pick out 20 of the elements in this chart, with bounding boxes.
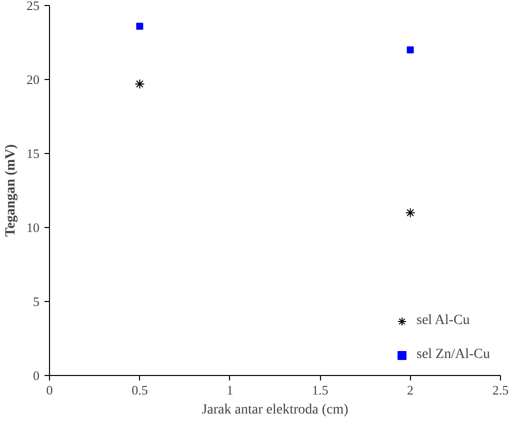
y-tick-label: 15 (26, 146, 40, 161)
x-tick-label: 1 (226, 382, 234, 398)
y-tick-label: 20 (26, 72, 40, 87)
y-tick-label: 0 (33, 368, 40, 383)
y-axis-title: Tegangan (mV) (4, 144, 18, 237)
legend-label: sel Al-Cu (416, 313, 470, 329)
x-tick-label: 0.5 (132, 382, 148, 398)
point (406, 46, 414, 54)
x-tick-label: 2 (407, 382, 414, 398)
y-tick-label: 10 (26, 220, 40, 235)
x-tick-label: 1.5 (312, 382, 328, 398)
legend-label: sel Zn/Al-Cu (416, 347, 490, 363)
point (405, 208, 416, 218)
x-axis-title: Jarak antar elektroda (cm) (202, 402, 349, 418)
y-tick-label: 5 (33, 294, 40, 309)
point (136, 22, 144, 30)
x-tick-label: 2.5 (492, 382, 509, 398)
point (134, 78, 145, 89)
x-tick-label: 0 (46, 382, 53, 398)
y-tick-label: 25 (26, 0, 40, 13)
